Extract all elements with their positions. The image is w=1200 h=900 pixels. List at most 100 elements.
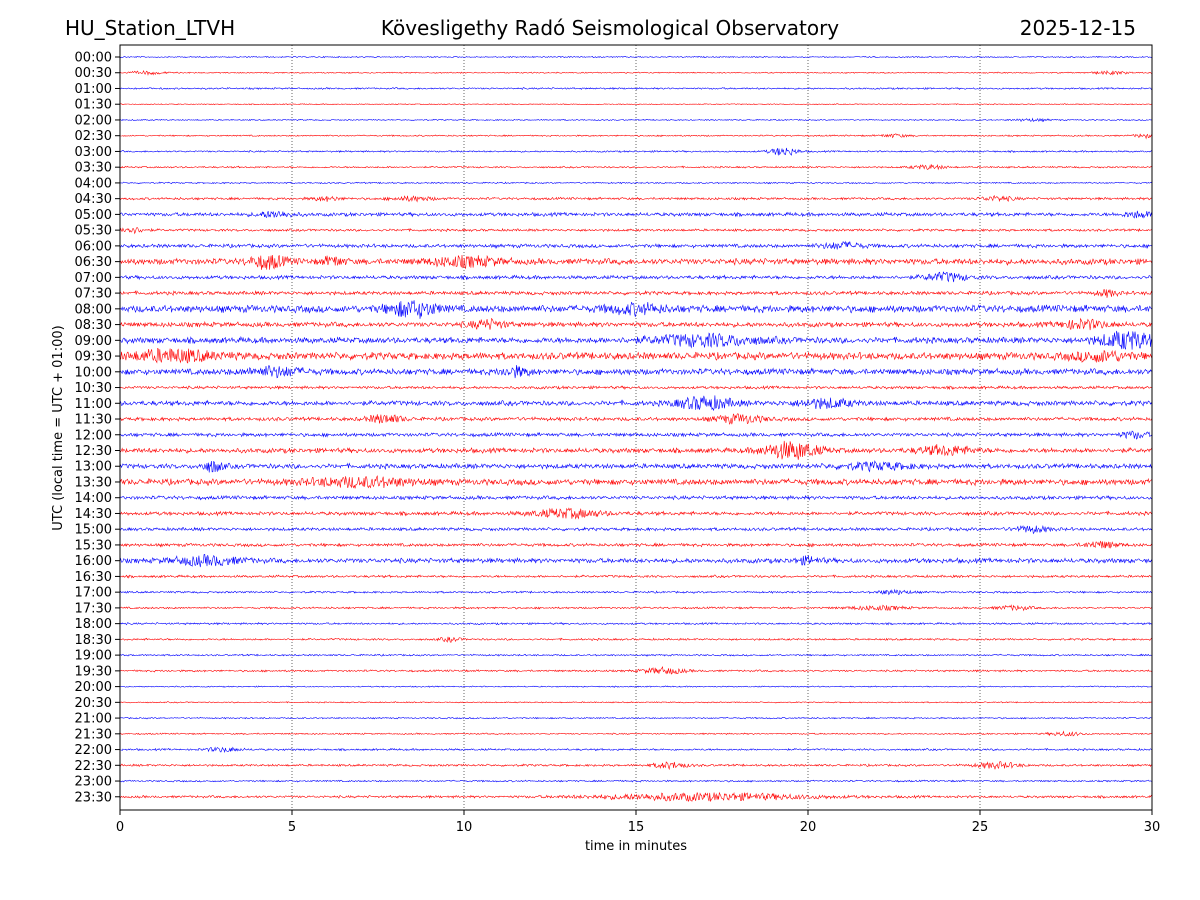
y-tick-label: 14:30 bbox=[75, 507, 112, 522]
trace-row-2000 bbox=[119, 685, 1153, 688]
y-tick-label: 06:30 bbox=[75, 255, 112, 270]
y-tick-label: 05:30 bbox=[75, 224, 112, 239]
y-tick-label: 07:30 bbox=[75, 287, 112, 302]
x-tick-label: 20 bbox=[800, 820, 817, 835]
y-tick-label: 16:00 bbox=[75, 554, 112, 569]
y-tick-label: 20:30 bbox=[75, 696, 112, 711]
y-tick-label: 04:30 bbox=[75, 192, 112, 207]
trace-row-0400 bbox=[119, 181, 1153, 185]
trace-row-1200 bbox=[119, 430, 1153, 440]
trace-row-0900 bbox=[119, 330, 1153, 350]
y-tick-label: 13:00 bbox=[75, 460, 112, 475]
x-tick-label: 30 bbox=[1144, 820, 1161, 835]
trace-row-1400 bbox=[119, 494, 1153, 501]
y-tick-label: 19:30 bbox=[75, 664, 112, 679]
y-tick-label: 02:30 bbox=[75, 129, 112, 144]
trace-row-0130 bbox=[119, 103, 1153, 106]
x-axis-label: time in minutes bbox=[585, 839, 687, 854]
y-tick-label: 15:30 bbox=[75, 538, 112, 553]
trace-row-1300 bbox=[119, 460, 1153, 473]
trace-row-1700 bbox=[119, 588, 1153, 596]
chart-title: Kövesligethy Radó Seismological Observat… bbox=[380, 16, 840, 40]
trace-row-0630 bbox=[119, 254, 1153, 270]
y-tick-label: 22:30 bbox=[75, 759, 112, 774]
y-tick-label: 11:00 bbox=[75, 397, 112, 412]
trace-row-1900 bbox=[119, 653, 1153, 657]
y-tick-label: 03:00 bbox=[75, 145, 112, 160]
trace-row-0530 bbox=[119, 226, 1153, 235]
x-tick-label: 25 bbox=[972, 820, 989, 835]
trace-row-1930 bbox=[119, 665, 1153, 675]
trace-row-1130 bbox=[119, 413, 1153, 425]
trace-row-2130 bbox=[119, 730, 1152, 737]
trace-row-0230 bbox=[119, 133, 1153, 140]
trace-row-1800 bbox=[119, 621, 1153, 626]
y-tick-label: 21:00 bbox=[75, 712, 112, 727]
trace-row-2200 bbox=[119, 746, 1153, 753]
y-tick-label: 20:00 bbox=[75, 680, 112, 695]
trace-row-1000 bbox=[119, 364, 1153, 379]
trace-row-0330 bbox=[119, 163, 1153, 171]
y-tick-label: 14:00 bbox=[75, 491, 112, 506]
y-tick-label: 13:30 bbox=[75, 475, 112, 490]
y-tick-label: 07:00 bbox=[75, 271, 112, 286]
trace-row-2100 bbox=[119, 716, 1152, 720]
station-name: HU_Station_LTVH bbox=[65, 16, 236, 40]
y-tick-label: 08:30 bbox=[75, 318, 112, 333]
trace-row-0700 bbox=[119, 271, 1153, 283]
trace-row-0830 bbox=[119, 317, 1153, 331]
trace-row-1430 bbox=[119, 507, 1153, 520]
trace-row-0800 bbox=[119, 300, 1153, 319]
y-tick-label: 08:00 bbox=[75, 302, 112, 317]
trace-row-0200 bbox=[119, 117, 1153, 123]
y-tick-label: 17:30 bbox=[75, 601, 112, 616]
y-tick-label: 12:00 bbox=[75, 428, 112, 443]
trace-row-0000 bbox=[119, 55, 1153, 59]
trace-row-1230 bbox=[119, 440, 1153, 460]
trace-row-1100 bbox=[119, 395, 1153, 412]
x-tick-label: 15 bbox=[628, 820, 645, 835]
x-tick-label: 0 bbox=[116, 820, 124, 835]
trace-row-0300 bbox=[119, 147, 1153, 156]
y-tick-label: 23:30 bbox=[75, 790, 112, 805]
x-tick-label: 10 bbox=[456, 820, 473, 835]
y-tick-label: 18:00 bbox=[75, 617, 112, 632]
y-tick-label: 18:30 bbox=[75, 633, 112, 648]
trace-row-0600 bbox=[119, 240, 1153, 250]
trace-row-1500 bbox=[119, 524, 1153, 535]
y-tick-label: 09:30 bbox=[75, 350, 112, 365]
y-tick-label: 15:00 bbox=[75, 523, 112, 538]
trace-row-1030 bbox=[119, 385, 1153, 391]
x-tick-label: 5 bbox=[288, 820, 296, 835]
trace-row-2230 bbox=[119, 761, 1153, 771]
y-tick-label: 12:30 bbox=[75, 444, 112, 459]
trace-row-0500 bbox=[119, 210, 1153, 219]
trace-row-0730 bbox=[119, 289, 1153, 298]
y-tick-label: 17:00 bbox=[75, 586, 112, 601]
y-tick-label: 01:30 bbox=[75, 98, 112, 113]
chart-date: 2025-12-15 bbox=[1019, 16, 1136, 40]
trace-row-1730 bbox=[119, 604, 1153, 612]
y-tick-label: 09:00 bbox=[75, 334, 112, 349]
trace-row-0100 bbox=[119, 86, 1153, 91]
trace-row-1600 bbox=[119, 554, 1153, 568]
y-tick-label: 06:00 bbox=[75, 239, 112, 254]
trace-row-1830 bbox=[119, 636, 1153, 643]
y-tick-label: 00:30 bbox=[75, 66, 112, 81]
y-tick-label: 02:00 bbox=[75, 113, 112, 128]
y-tick-label: 23:00 bbox=[75, 775, 112, 790]
y-tick-label: 22:00 bbox=[75, 743, 112, 758]
trace-row-2030 bbox=[119, 701, 1153, 704]
trace-row-2330 bbox=[119, 791, 1153, 803]
y-tick-label: 04:00 bbox=[75, 176, 112, 191]
y-tick-label: 05:00 bbox=[75, 208, 112, 223]
y-tick-label: 01:00 bbox=[75, 82, 112, 97]
y-tick-label: 21:30 bbox=[75, 727, 112, 742]
y-tick-label: 11:30 bbox=[75, 413, 112, 428]
trace-row-0030 bbox=[119, 69, 1153, 76]
y-axis-label: UTC (local time = UTC + 01:00) bbox=[51, 325, 66, 530]
trace-row-1530 bbox=[119, 540, 1153, 549]
y-tick-label: 00:00 bbox=[75, 51, 112, 66]
y-tick-label: 19:00 bbox=[75, 649, 112, 664]
